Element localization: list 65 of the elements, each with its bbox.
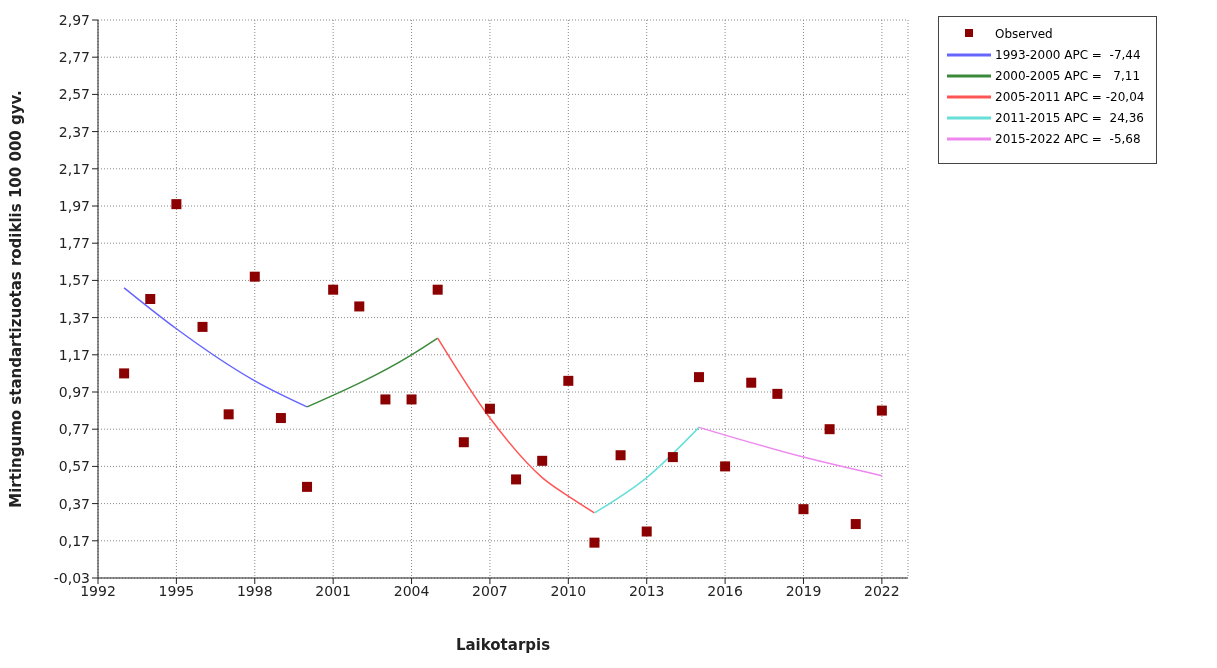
point [511,474,522,485]
point [537,455,548,466]
point [197,321,208,332]
point [589,537,600,548]
legend-label: 2015-2022 APC = -5,68 [995,131,1141,146]
point [746,377,757,388]
y-tick-label: 2,77 [58,49,90,66]
point [458,437,469,448]
point [275,413,286,424]
y-tick-label: 2,57 [58,86,90,103]
point [824,424,835,435]
x-tick-label: 2013 [628,582,665,599]
line-series [436,337,596,514]
point [772,388,783,399]
line-series [123,287,308,408]
y-tick-label: 1,57 [58,272,90,289]
point [406,394,417,405]
point [563,375,574,386]
y-tick-label: 1,97 [58,197,90,214]
point [876,405,887,416]
point [145,294,156,304]
x-tick-label: 2010 [550,582,587,599]
point [302,481,313,492]
x-tick-label: 2007 [472,582,508,599]
legend-label: 2011-2015 APC = 24,36 [995,110,1144,125]
y-tick-label: 0,77 [58,421,90,438]
x-tick-label: 1995 [158,582,195,599]
x-tick-label: 2001 [315,582,351,599]
point [249,271,260,282]
legend-label: 2000-2005 APC = 7,11 [995,68,1141,83]
y-tick-label: 0,57 [58,458,90,475]
point [328,284,339,295]
x-tick-label: 2016 [707,582,743,599]
y-axis-title: Mirtingumo standartizuotas rodiklis 100 000 gyv. [7,90,26,508]
point [798,504,809,515]
y-tick-label: 0,97 [58,383,90,400]
x-tick-label: 2004 [393,582,430,599]
y-tick-label: 1,17 [58,346,90,363]
y-tick-label: 1,37 [58,309,90,326]
y-tick-label: 2,97 [58,11,90,28]
point [484,403,495,414]
legend-label: 1993-2000 APC = -7,44 [995,47,1141,62]
legend-label: Observed [995,26,1053,41]
y-tick-label: 0,17 [58,532,90,549]
point [432,284,443,295]
x-axis-title: Laikotarpis [455,636,551,654]
point [119,368,130,379]
y-tick-label: 2,17 [58,160,90,177]
point [693,372,704,383]
point [171,199,182,210]
x-tick-label: 2019 [785,582,822,599]
y-tick-label: 0,37 [58,495,90,512]
point [720,461,731,472]
x-tick-label: 1998 [236,582,273,599]
y-tick-label: 1,77 [58,235,90,252]
point [641,526,652,537]
point [223,409,234,420]
point [380,394,391,405]
point [354,301,365,312]
y-tick-label: 2,37 [58,123,90,140]
point [850,519,861,530]
point [615,450,626,461]
point [667,452,678,463]
legend-label: 2005-2011 APC = -20,04 [995,89,1145,104]
x-tick-label: 2022 [864,582,900,599]
